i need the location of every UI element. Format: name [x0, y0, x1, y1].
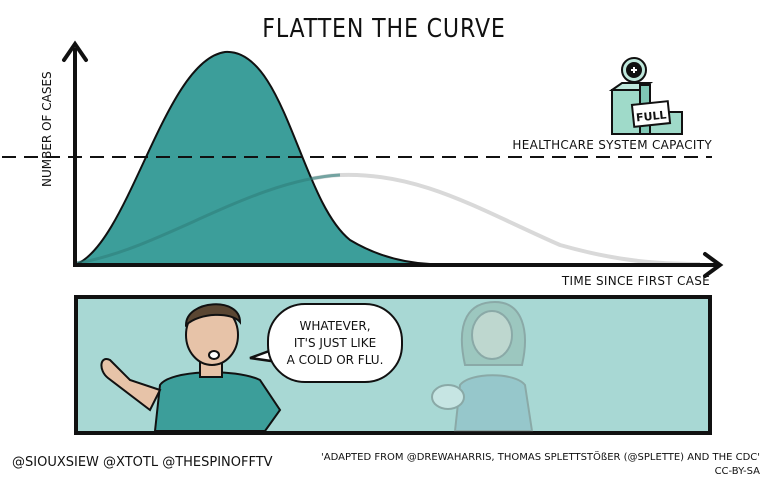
x-axis-label: TIME SINCE FIRST CASE	[561, 274, 710, 288]
footer-license: CC-BY-SA	[714, 466, 760, 477]
title: FLATTEN THE CURVE	[262, 14, 506, 44]
footer-handles: @SIOUXSIEW @XTOTL @THESPINOFFTV	[12, 455, 273, 470]
capacity-label: HEALTHCARE SYSTEM CAPACITY	[512, 138, 712, 152]
speech-line: WHATEVER,	[299, 318, 371, 333]
hospital-sign: FULL	[635, 108, 667, 124]
nurse-figure	[431, 300, 534, 432]
y-axis-arrow-icon	[62, 40, 88, 62]
speech-bubble: WHATEVER, IT'S JUST LIKE A COLD OR FLU.	[267, 303, 403, 383]
speech-line: A COLD OR FLU.	[286, 352, 384, 367]
hospital-icon	[608, 57, 683, 135]
y-axis-label: NUMBER OF CASES	[40, 71, 54, 187]
speech-line: IT'S JUST LIKE	[293, 335, 377, 350]
man-figure	[100, 303, 282, 432]
footer-attribution: 'ADAPTED FROM @DREWAHARRIS, THOMAS SPLET…	[321, 452, 760, 463]
flattened-curve-overlap	[76, 173, 341, 265]
x-axis-arrow-icon	[703, 252, 724, 278]
